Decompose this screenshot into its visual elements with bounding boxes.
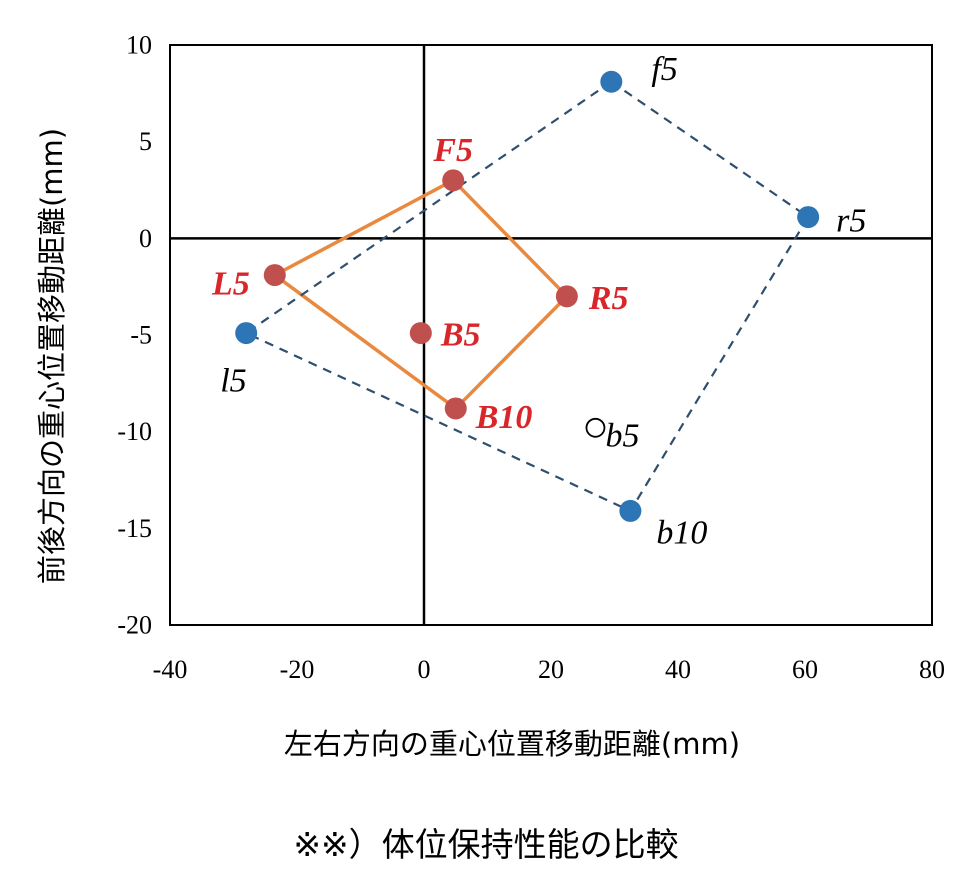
point-label-L5: L5: [211, 266, 250, 303]
plot-area: [169, 44, 933, 626]
y-tick-label: -15: [117, 514, 152, 543]
point-l5: [235, 322, 258, 345]
x-tick-labels: -40 -20 0 20 40 60 80: [153, 655, 945, 684]
point-B10: [444, 397, 467, 420]
point-label-layer: F5 L5 R5 B5 B10 f5 r5 l5 b10 b5: [211, 51, 866, 551]
point-label-l5: l5: [220, 363, 246, 400]
y-axis-title: 前後方向の重心位置移動距離(mm): [35, 128, 69, 584]
point-layer: [235, 70, 820, 522]
x-tick-label: 80: [919, 655, 945, 684]
y-tick-label: 0: [139, 224, 152, 253]
x-axis-title: 左右方向の重心位置移動距離(mm): [284, 727, 740, 761]
point-label-b10: b10: [656, 514, 707, 551]
x-tick-label: 40: [665, 655, 691, 684]
point-label-R5: R5: [588, 280, 629, 317]
point-label-B5: B5: [440, 317, 481, 354]
y-tick-label: 5: [139, 127, 152, 156]
point-R5: [555, 285, 578, 308]
point-r5: [797, 206, 820, 229]
point-f5: [600, 70, 623, 93]
y-tick-label: 10: [126, 31, 152, 60]
point-b10: [619, 499, 642, 522]
y-tick-label: -20: [117, 611, 152, 640]
x-tick-label: -40: [153, 655, 188, 684]
point-label-b5: b5: [605, 417, 639, 454]
point-B5: [409, 322, 432, 345]
y-tick-labels: 10 5 0 -5 -10 -15 -20: [117, 31, 152, 640]
x-tick-label: -20: [280, 655, 315, 684]
x-tick-label: 20: [538, 655, 564, 684]
point-label-F5: F5: [432, 132, 473, 169]
y-tick-label: -10: [117, 417, 152, 446]
y-tick-label: -5: [130, 321, 152, 350]
x-tick-label: 0: [418, 655, 431, 684]
x-tick-label: 60: [792, 655, 818, 684]
point-label-B10: B10: [475, 399, 533, 436]
point-F5: [442, 169, 465, 192]
point-label-f5: f5: [651, 51, 677, 88]
point-label-r5: r5: [836, 203, 866, 240]
point-b5: [585, 417, 606, 438]
figure-caption: ※※）体位保持性能の比較: [293, 825, 679, 864]
point-L5: [263, 264, 286, 287]
